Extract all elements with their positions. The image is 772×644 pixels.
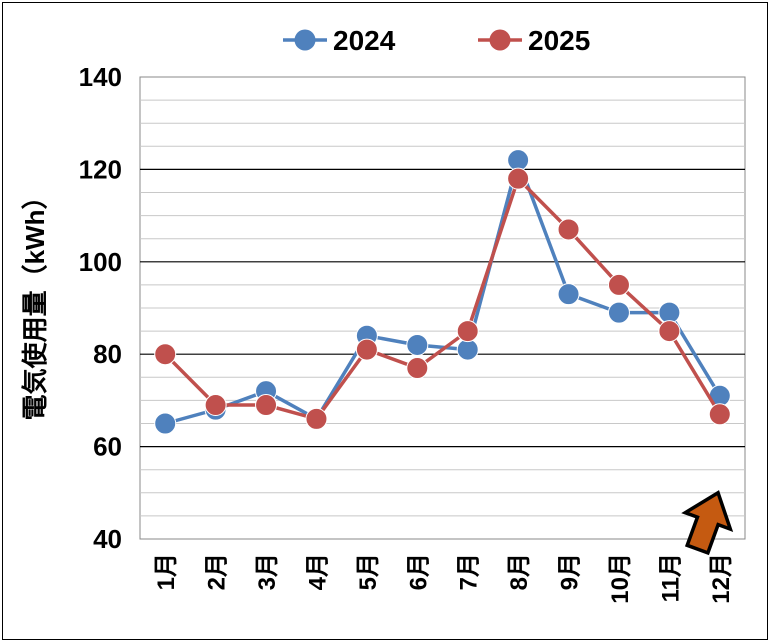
y-tick-label: 120	[79, 154, 122, 184]
x-tick-label: 2月	[204, 553, 231, 590]
data-point	[406, 333, 429, 356]
x-tick-label: 10月	[607, 553, 634, 604]
x-tick-label: 8月	[506, 553, 533, 590]
legend: 2024 2025	[283, 25, 590, 56]
data-point	[507, 167, 530, 190]
legend-label: 2025	[528, 25, 590, 56]
x-axis-ticks: 1月 2月 3月 4月 5月 6月 7月 8月 9月 10月 11月 12月	[153, 553, 735, 604]
data-point	[456, 320, 479, 343]
legend-label: 2024	[333, 25, 396, 56]
y-axis-ticks: 40 60 80 100 120 140	[79, 62, 122, 554]
series-group	[154, 149, 731, 435]
arrow-up-icon	[681, 490, 734, 556]
x-tick-label: 7月	[456, 553, 483, 590]
x-tick-label: 1月	[153, 553, 180, 590]
data-point	[507, 149, 530, 172]
data-point	[557, 283, 580, 306]
data-point	[154, 412, 177, 435]
y-tick-label: 40	[93, 524, 122, 554]
data-point	[204, 394, 227, 417]
data-point	[607, 301, 630, 324]
x-tick-label: 11月	[657, 553, 684, 602]
data-point	[154, 343, 177, 366]
y-tick-label: 100	[79, 247, 122, 277]
y-tick-label: 60	[93, 432, 122, 462]
x-tick-label: 4月	[304, 553, 331, 590]
series-2025	[154, 167, 731, 430]
y-axis-label: 電気使用量（kWh）	[20, 184, 50, 421]
data-point	[305, 407, 328, 430]
x-tick-label: 12月	[708, 553, 735, 604]
data-point	[708, 403, 731, 426]
x-tick-label: 5月	[355, 553, 382, 590]
legend-item: 2025	[478, 25, 590, 56]
annotation-arrow	[681, 490, 734, 556]
y-tick-label: 140	[79, 62, 122, 92]
data-point	[355, 338, 378, 361]
legend-marker	[489, 29, 511, 51]
data-point	[658, 320, 681, 343]
legend-marker	[294, 29, 316, 51]
arrow-shape	[681, 490, 734, 556]
y-tick-label: 80	[93, 339, 122, 369]
data-point	[658, 301, 681, 324]
data-point	[607, 273, 630, 296]
x-tick-label: 9月	[557, 553, 584, 590]
legend-item: 2024	[283, 25, 396, 56]
data-point	[406, 357, 429, 380]
x-tick-label: 3月	[254, 553, 281, 590]
data-point	[557, 218, 580, 241]
data-point	[456, 338, 479, 361]
x-tick-label: 6月	[405, 553, 432, 590]
data-point	[255, 394, 278, 417]
